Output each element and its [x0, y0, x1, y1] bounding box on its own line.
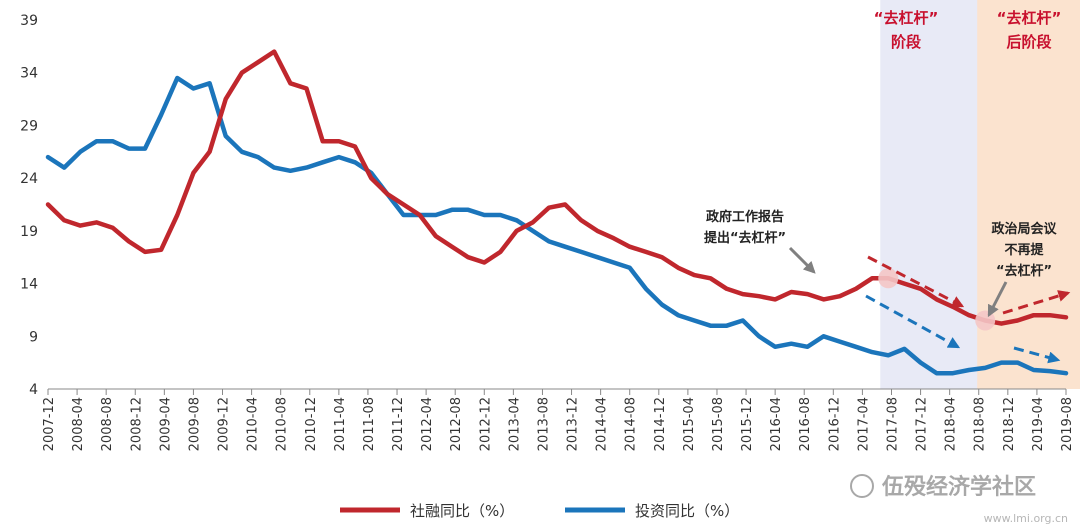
trend-arrow-invest-flat	[1013, 346, 1061, 364]
x-tick-label: 2011-08	[362, 397, 377, 451]
x-tick-label: 2017-12	[915, 397, 930, 451]
y-tick-label: 14	[20, 277, 38, 293]
annotation-gov-report-line2: 提出“去杠杆”	[704, 230, 786, 246]
x-tick-label: 2014-08	[624, 397, 639, 451]
y-tick-label: 19	[20, 224, 38, 240]
watermark-text: 伍殁经济学社区	[881, 474, 1036, 500]
x-tick-label: 2008-12	[129, 397, 144, 451]
x-tick-label: 2018-08	[973, 397, 988, 451]
x-tick-label: 2014-04	[595, 397, 610, 451]
x-tick-label: 2012-12	[478, 397, 493, 451]
x-tick-label: 2009-08	[187, 397, 202, 451]
x-tick-label: 2017-08	[885, 397, 900, 451]
event-marker-1	[878, 268, 899, 289]
watermark: 伍殁经济学社区 www.lmi.org.cn	[850, 474, 1068, 525]
x-tick-label: 2011-12	[391, 397, 406, 451]
series-line-investment	[45, 75, 1069, 376]
x-tick-label: 2016-12	[827, 397, 842, 451]
x-tick-label: 2017-04	[856, 397, 871, 451]
annotation-gov-report-line1: 政府工作报告	[706, 209, 784, 225]
x-tick-label: 2012-04	[420, 397, 435, 451]
legend-label-investment: 投资同比（%）	[635, 502, 739, 520]
x-tick-label: 2009-04	[158, 397, 173, 451]
x-tick-label: 2013-08	[536, 397, 551, 451]
x-tick-label: 2019-08	[1060, 397, 1075, 451]
x-tick-label: 2015-04	[682, 397, 697, 451]
x-tick-label: 2016-08	[798, 397, 813, 451]
x-tick-label: 2014-12	[653, 397, 668, 451]
y-tick-label: 34	[20, 66, 38, 82]
wechat-icon	[850, 474, 874, 498]
trend-arrows	[788, 246, 1071, 364]
x-tick-label: 2010-12	[304, 397, 319, 451]
annotation-politburo-line3: “去杠杆”	[996, 263, 1052, 279]
annotation-politburo-line1: 政治局会议	[991, 221, 1057, 237]
x-tick-label: 2010-04	[246, 397, 261, 451]
x-axis: 2007-12 2008-04 2008-08 2008-12 2009-04 2009-…	[42, 388, 1075, 451]
phase2-label-line2: 后阶段	[1006, 33, 1051, 51]
x-tick-label: 2008-04	[71, 397, 86, 451]
shaded-regions	[880, 0, 1080, 389]
shaded-region-2	[977, 0, 1080, 389]
x-tick-label: 2011-04	[333, 397, 348, 451]
x-tick-label: 2019-04	[1031, 397, 1046, 451]
x-tick-label: 2007-12	[42, 397, 57, 451]
phase1-label-line2: 阶段	[891, 33, 921, 51]
phase2-label-line1: “去杠杆”	[997, 9, 1062, 27]
x-tick-label: 2018-04	[944, 397, 959, 451]
y-tick-label: 24	[20, 171, 38, 187]
x-tick-label: 2018-12	[1002, 397, 1017, 451]
y-axis: 4 9 14 19 24 29 34 39	[20, 13, 38, 398]
legend: 社融同比（%） 投资同比（%）	[340, 502, 739, 520]
y-tick-label: 4	[29, 382, 38, 398]
event-marker-2	[975, 310, 996, 331]
x-tick-label: 2015-08	[711, 397, 726, 451]
pointer-arrow-gov-report	[788, 246, 816, 274]
x-tick-label: 2012-08	[449, 397, 464, 451]
x-tick-label: 2010-08	[275, 397, 290, 451]
x-tick-label: 2013-12	[566, 397, 581, 451]
legend-label-social-financing: 社融同比（%）	[410, 502, 514, 520]
x-tick-label: 2015-12	[740, 397, 755, 451]
x-tick-label: 2009-12	[217, 397, 232, 451]
annotation-politburo-line2: 不再提	[1004, 242, 1044, 258]
x-tick-label: 2013-04	[507, 397, 522, 451]
shaded-region-1	[880, 0, 990, 389]
trend-arrow-social-down	[867, 255, 965, 308]
y-tick-label: 29	[20, 118, 38, 134]
y-tick-label: 9	[29, 329, 38, 345]
trend-arrow-social-up	[1002, 290, 1071, 315]
trend-arrow-invest-down	[865, 294, 961, 349]
x-tick-label: 2008-08	[100, 397, 115, 451]
x-tick-label: 2016-04	[769, 397, 784, 451]
y-tick-label: 39	[20, 13, 38, 29]
phase1-label-line1: “去杠杆”	[874, 9, 939, 27]
series-lines	[45, 49, 1069, 376]
pointer-arrow-politburo	[987, 281, 1008, 318]
watermark-sub: www.lmi.org.cn	[984, 512, 1068, 525]
